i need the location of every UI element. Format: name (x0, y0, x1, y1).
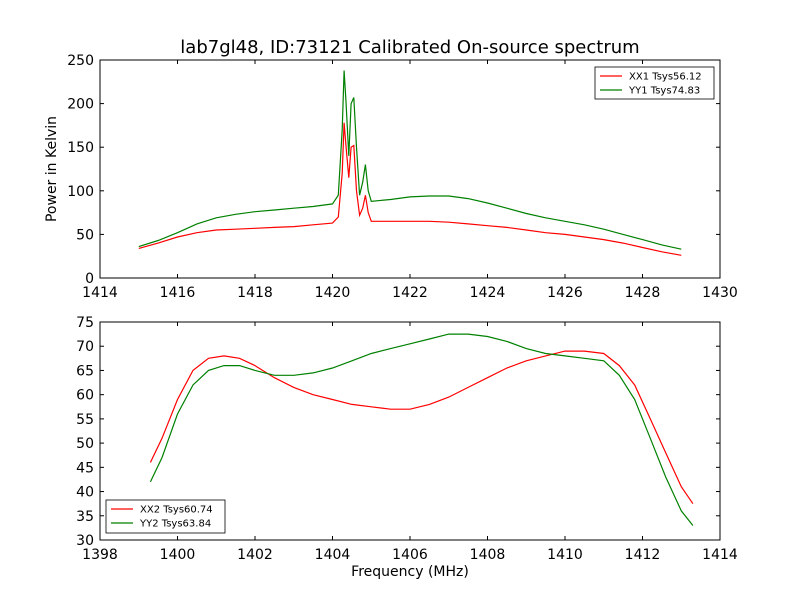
panel2-x-tick-label: 1414 (702, 547, 738, 563)
panel2-x-tick-label: 1402 (237, 547, 273, 563)
panel2-y-tick-label: 75 (76, 315, 94, 331)
panel2-series-line-1 (149, 350, 694, 505)
panel2-x-tick-label: 1408 (470, 547, 506, 563)
panel1-y-tick-label: 100 (67, 184, 94, 200)
panel1-y-tick-label: 200 (67, 97, 94, 113)
panel2-y-tick-label: 60 (76, 388, 94, 404)
panel1-x-tick-label: 1428 (625, 285, 661, 301)
panel1-series-line-2 (138, 70, 682, 250)
panel2-y-tick-label: 45 (76, 460, 94, 476)
panel1-x-tick-label: 1426 (547, 285, 583, 301)
panel1-x-tick-label: 1416 (160, 285, 196, 301)
panel2-y-tick-label: 35 (76, 509, 94, 525)
panel1-y-axis-label: Power in Kelvin (44, 116, 60, 222)
panel1-x-tick-label: 1418 (237, 285, 273, 301)
panel1-x-tick-label: 1424 (470, 285, 506, 301)
panel1-x-tick-label: 1414 (82, 285, 118, 301)
panel1-series-line-1 (138, 122, 682, 256)
panel1-y-tick-label: 0 (85, 271, 94, 287)
panel1-legend-box (594, 66, 715, 100)
panel2-y-tick-label: 70 (76, 339, 94, 355)
panel2-legend-label-1: XX2 Tsys60.74 (140, 505, 213, 516)
panel1-y-tick-label: 250 (67, 53, 94, 69)
panel2-x-tick-label: 1410 (547, 547, 583, 563)
panel2-x-tick-label: 1412 (625, 547, 661, 563)
panel2-legend-label-2: YY2 Tsys63.84 (139, 519, 211, 530)
panel1-legend-label-2: YY1 Tsys74.83 (628, 86, 700, 97)
panel2-y-tick-label: 40 (76, 485, 94, 501)
panel2-x-tick-label: 1398 (82, 547, 118, 563)
figure-title: lab7gl48, ID:73121 Calibrated On-source … (180, 37, 639, 58)
panel2-y-tick-label: 55 (76, 412, 94, 428)
panel2-legend-box (105, 499, 226, 534)
panel2-x-tick-label: 1404 (315, 547, 351, 563)
panel2-y-tick-label: 65 (76, 363, 94, 379)
panel2-series-line-2 (149, 333, 694, 526)
panel1-legend-label-1: XX1 Tsys56.12 (629, 72, 702, 83)
panel2-x-tick-label: 1406 (392, 547, 428, 563)
panel2-y-tick-label: 50 (76, 436, 94, 452)
panel1-x-tick-label: 1430 (702, 285, 738, 301)
panel1-y-tick-label: 150 (67, 140, 94, 156)
panel2-x-tick-label: 1400 (160, 547, 196, 563)
panel1-x-tick-label: 1420 (315, 285, 351, 301)
panel1-x-tick-label: 1422 (392, 285, 428, 301)
panel2-y-tick-label: 30 (76, 533, 94, 549)
panel1-y-tick-label: 50 (76, 227, 94, 243)
panel2-x-axis-label: Frequency (MHz) (351, 564, 469, 580)
